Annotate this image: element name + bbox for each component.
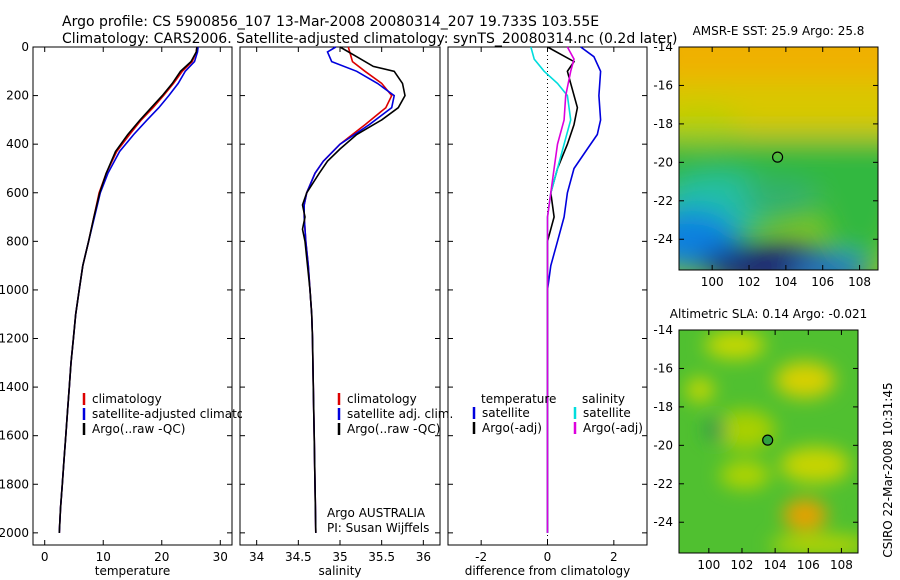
x-tick-label: 104	[764, 558, 787, 572]
x-tick-label: 36	[416, 550, 431, 564]
series-line-temperature-satellite	[546, 46, 602, 533]
series-line-salinity-argo-adj-	[546, 46, 575, 533]
y-tick-label: -20	[653, 438, 673, 452]
y-tick-label: -22	[653, 194, 673, 208]
profile-panel-1-frame	[32, 46, 233, 546]
map-1-frame	[678, 46, 879, 271]
argo-float-location-marker	[771, 151, 784, 163]
annotation-pi-name: PI: Susan Wijffels	[327, 521, 429, 535]
x-tick-label: 100	[697, 558, 720, 572]
x-tick-label: 102	[731, 558, 754, 572]
x-tick-label: 102	[738, 275, 761, 289]
legend-heading-salinity: salinity	[582, 392, 625, 406]
x-tick-label: 108	[830, 558, 853, 572]
series-line-argo-raw-qc-	[301, 46, 406, 533]
credit-text: CSIRO 22-Mar-2008 10:31:45	[881, 382, 895, 557]
legend-label: climatology	[347, 392, 417, 406]
sla-map-field	[679, 330, 858, 553]
x-tick-label: 106	[797, 558, 820, 572]
y-tick-label: -22	[653, 477, 673, 491]
map-2-frame	[678, 329, 859, 554]
y-tick-label: -20	[653, 155, 673, 169]
legend-label: Argo(-adj)	[583, 421, 643, 435]
series-line-argo-raw-qc-	[58, 46, 198, 533]
y-tick-label: -18	[653, 400, 673, 414]
x-tick-label: 104	[774, 275, 797, 289]
x-axis-label: difference from climatology	[465, 564, 631, 578]
y-tick-label: 1600	[0, 429, 29, 443]
legend-label: Argo(..raw -QC)	[92, 422, 185, 436]
y-tick-label: 400	[6, 137, 29, 151]
series-line-satellite-adjusted-climatology	[58, 46, 199, 533]
series-line-climatology	[303, 46, 393, 533]
figure-header-line-1: Argo profile: CS 5900856_107 13-Mar-2008…	[62, 14, 600, 30]
y-tick-label: 600	[6, 186, 29, 200]
map-1-title: AMSR-E SST: 25.9 Argo: 25.8	[693, 24, 865, 38]
profile-panel-2-frame	[239, 46, 441, 546]
y-tick-label: -24	[653, 515, 673, 529]
y-tick-label: -14	[653, 40, 673, 54]
y-tick-label: 800	[6, 234, 29, 248]
x-axis-label: salinity	[318, 564, 361, 578]
y-tick-label: -16	[653, 78, 673, 92]
y-tick-label: -24	[653, 232, 673, 246]
x-tick-label: 35.5	[368, 550, 395, 564]
y-tick-label: -16	[653, 361, 673, 375]
y-tick-label: -14	[653, 323, 673, 337]
x-tick-label: 100	[701, 275, 724, 289]
legend-label: climatology	[92, 392, 162, 406]
x-tick-label: 2	[610, 550, 618, 564]
annotation-argo-australia: Argo AUSTRALIA	[327, 506, 426, 520]
legend-label: Argo(..raw -QC)	[347, 422, 440, 436]
x-axis-label: temperature	[95, 564, 170, 578]
x-tick-label: 34	[249, 550, 264, 564]
series-line-temperature-argo-adj-	[546, 46, 579, 533]
x-tick-label: 108	[848, 275, 871, 289]
y-tick-label: 1200	[0, 332, 29, 346]
y-tick-label: 1800	[0, 477, 29, 491]
x-tick-label: 106	[811, 275, 834, 289]
y-tick-label: 1000	[0, 283, 29, 297]
y-tick-label: 1400	[0, 380, 29, 394]
sst-map-field	[679, 47, 878, 270]
legend-label: satellite adj. clim.	[347, 407, 453, 421]
y-tick-label: -18	[653, 117, 673, 131]
x-tick-label: 30	[213, 550, 228, 564]
x-tick-label: -2	[475, 550, 487, 564]
figure-header-line-2: Climatology: CARS2006. Satellite-adjuste…	[62, 31, 678, 47]
x-tick-label: 0	[544, 550, 552, 564]
y-tick-label: 200	[6, 89, 29, 103]
legend-heading-temperature: temperature	[481, 392, 556, 406]
map-2-title: Altimetric SLA: 0.14 Argo: -0.021	[670, 307, 867, 321]
x-tick-label: 20	[154, 550, 169, 564]
legend-label: satellite	[482, 406, 530, 420]
legend-label: satellite	[583, 406, 631, 420]
x-tick-label: 35	[332, 550, 347, 564]
x-tick-label: 10	[96, 550, 111, 564]
x-tick-label: 34.5	[285, 550, 312, 564]
legend-label: Argo(-adj)	[482, 421, 542, 435]
argo-float-location-marker	[762, 434, 774, 446]
legend-label: satellite-adjusted climatology	[92, 407, 270, 421]
x-tick-label: 0	[41, 550, 49, 564]
y-tick-label: 2000	[0, 526, 29, 540]
y-tick-label: 0	[21, 40, 29, 54]
